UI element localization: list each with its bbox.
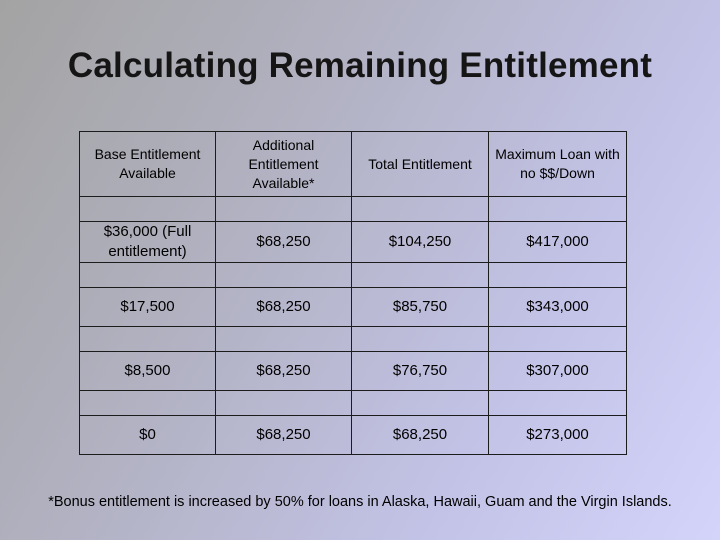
table-spacer-row	[79, 262, 627, 288]
header-base-entitlement: Base Entitlement Available	[79, 131, 216, 197]
table-spacer-cell	[351, 326, 489, 352]
table-spacer-cell	[79, 196, 216, 222]
table-cell-additional: $68,250	[215, 415, 352, 455]
table-cell-additional: $68,250	[215, 287, 352, 327]
table-cell-base: $17,500	[79, 287, 216, 327]
table-spacer-cell	[79, 262, 216, 288]
table-cell-base: $8,500	[79, 351, 216, 391]
table-header-row: Base Entitlement Available Additional En…	[79, 131, 627, 197]
table-spacer-cell	[488, 262, 627, 288]
table-spacer-cell	[215, 262, 352, 288]
table-cell-max-loan: $273,000	[488, 415, 627, 455]
table-spacer-cell	[488, 390, 627, 416]
table-spacer-cell	[488, 196, 627, 222]
table-spacer-cell	[488, 326, 627, 352]
entitlement-table: Base Entitlement Available Additional En…	[79, 131, 627, 455]
table-cell-total: $68,250	[351, 415, 489, 455]
table-cell-max-loan: $417,000	[488, 221, 627, 263]
header-additional-entitlement: Additional Entitlement Available*	[215, 131, 352, 197]
table-spacer-cell	[215, 196, 352, 222]
table-row: $8,500 $68,250 $76,750 $307,000	[79, 351, 627, 391]
table-cell-total: $76,750	[351, 351, 489, 391]
table-spacer-cell	[351, 262, 489, 288]
table-spacer-row	[79, 196, 627, 222]
table-spacer-cell	[351, 390, 489, 416]
table-spacer-cell	[215, 390, 352, 416]
table-spacer-cell	[215, 326, 352, 352]
table-spacer-row	[79, 390, 627, 416]
table-cell-total: $104,250	[351, 221, 489, 263]
table-row: $17,500 $68,250 $85,750 $343,000	[79, 287, 627, 327]
slide-title: Calculating Remaining Entitlement	[67, 46, 653, 85]
table-spacer-cell	[351, 196, 489, 222]
table-row: $36,000 (Full entitlement) $68,250 $104,…	[79, 221, 627, 263]
table-cell-base: $36,000 (Full entitlement)	[79, 221, 216, 263]
table-cell-base: $0	[79, 415, 216, 455]
table-cell-max-loan: $343,000	[488, 287, 627, 327]
table-spacer-cell	[79, 326, 216, 352]
table-cell-total: $85,750	[351, 287, 489, 327]
footnote: *Bonus entitlement is increased by 50% f…	[48, 494, 672, 510]
table-spacer-cell	[79, 390, 216, 416]
header-total-entitlement: Total Entitlement	[351, 131, 489, 197]
header-maximum-loan: Maximum Loan with no $$/Down	[488, 131, 627, 197]
table-cell-max-loan: $307,000	[488, 351, 627, 391]
table-row: $0 $68,250 $68,250 $273,000	[79, 415, 627, 455]
table-cell-additional: $68,250	[215, 221, 352, 263]
table-cell-additional: $68,250	[215, 351, 352, 391]
table-spacer-row	[79, 326, 627, 352]
